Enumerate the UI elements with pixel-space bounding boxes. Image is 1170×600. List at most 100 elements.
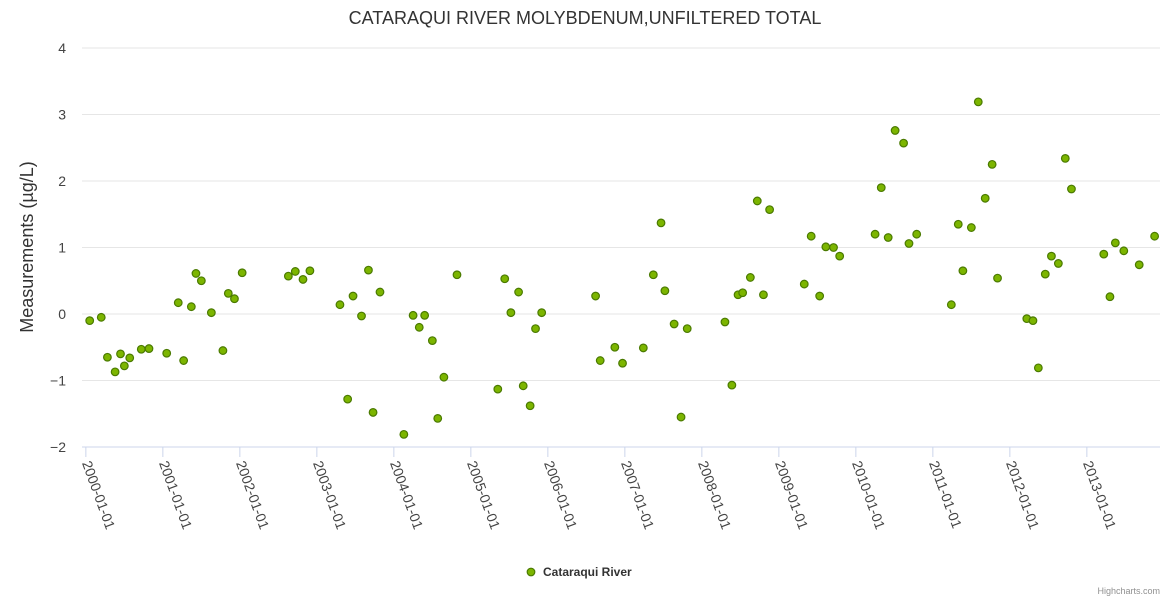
data-point[interactable] bbox=[408, 310, 418, 320]
data-point[interactable] bbox=[1067, 184, 1076, 194]
data-point[interactable] bbox=[433, 414, 443, 423]
data-point[interactable] bbox=[85, 316, 95, 326]
data-point[interactable] bbox=[357, 311, 366, 321]
data-point[interactable] bbox=[283, 271, 293, 281]
data-point[interactable] bbox=[452, 270, 462, 280]
data-point[interactable] bbox=[765, 205, 775, 214]
data-point[interactable] bbox=[1028, 316, 1038, 326]
data-point[interactable] bbox=[638, 343, 648, 353]
data-point[interactable] bbox=[348, 291, 358, 301]
data-point[interactable] bbox=[537, 308, 547, 318]
data-point[interactable] bbox=[179, 356, 189, 365]
data-point[interactable] bbox=[206, 308, 216, 318]
data-point[interactable] bbox=[591, 291, 600, 301]
data-point[interactable] bbox=[610, 342, 620, 352]
data-point[interactable] bbox=[1033, 363, 1043, 373]
data-point[interactable] bbox=[414, 322, 424, 332]
data-point[interactable] bbox=[829, 243, 838, 252]
data-point[interactable] bbox=[525, 401, 535, 411]
data-point[interactable] bbox=[676, 412, 686, 422]
data-point[interactable] bbox=[595, 356, 605, 365]
data-point[interactable] bbox=[218, 346, 228, 355]
data-point[interactable] bbox=[835, 251, 845, 261]
data-point[interactable] bbox=[103, 352, 112, 362]
data-point[interactable] bbox=[531, 324, 540, 334]
data-point[interactable] bbox=[1040, 269, 1050, 279]
data-point[interactable] bbox=[116, 349, 125, 359]
data-point[interactable] bbox=[727, 380, 737, 390]
data-point[interactable] bbox=[1110, 238, 1120, 248]
data-point[interactable] bbox=[368, 408, 378, 417]
legend-item-cataraqui-river[interactable]: Cataraqui River bbox=[543, 565, 632, 579]
data-point[interactable] bbox=[399, 429, 409, 439]
data-point[interactable] bbox=[618, 358, 627, 368]
data-point[interactable] bbox=[196, 276, 206, 286]
data-point[interactable] bbox=[1134, 260, 1144, 270]
data-point[interactable] bbox=[656, 218, 666, 228]
data-point[interactable] bbox=[420, 310, 430, 320]
data-point[interactable] bbox=[506, 308, 516, 318]
data-point[interactable] bbox=[946, 300, 956, 310]
credits-link[interactable]: Highcharts.com bbox=[1097, 586, 1160, 596]
data-point[interactable] bbox=[1105, 292, 1115, 302]
data-point[interactable] bbox=[799, 279, 809, 289]
data-point[interactable] bbox=[144, 344, 154, 353]
data-point[interactable] bbox=[752, 196, 762, 206]
data-point[interactable] bbox=[953, 219, 963, 229]
data-point[interactable] bbox=[973, 97, 983, 107]
data-point[interactable] bbox=[186, 302, 196, 312]
data-point[interactable] bbox=[298, 275, 308, 284]
data-point[interactable] bbox=[904, 239, 914, 248]
data-point[interactable] bbox=[966, 223, 976, 232]
data-point[interactable] bbox=[514, 287, 523, 297]
data-point[interactable] bbox=[237, 268, 247, 278]
data-point[interactable] bbox=[899, 138, 908, 148]
data-point[interactable] bbox=[958, 266, 968, 276]
data-point[interactable] bbox=[375, 287, 385, 297]
data-point[interactable] bbox=[119, 361, 129, 371]
data-point[interactable] bbox=[660, 286, 670, 296]
data-point[interactable] bbox=[883, 233, 893, 242]
data-point[interactable] bbox=[738, 288, 748, 298]
legend-marker[interactable] bbox=[526, 567, 536, 577]
data-point[interactable] bbox=[110, 367, 120, 377]
data-point[interactable] bbox=[518, 381, 528, 391]
data-point[interactable] bbox=[669, 319, 679, 329]
series-cataraqui-river[interactable] bbox=[85, 97, 1160, 439]
data-point[interactable] bbox=[759, 290, 768, 300]
data-point[interactable] bbox=[648, 270, 658, 280]
data-point[interactable] bbox=[493, 384, 503, 394]
data-point[interactable] bbox=[96, 312, 106, 322]
data-point[interactable] bbox=[1099, 249, 1109, 259]
data-point[interactable] bbox=[364, 265, 373, 275]
data-point[interactable] bbox=[870, 229, 880, 239]
data-point[interactable] bbox=[745, 273, 755, 282]
data-point[interactable] bbox=[335, 300, 345, 310]
data-point[interactable] bbox=[191, 269, 201, 278]
data-point[interactable] bbox=[230, 294, 239, 304]
data-point[interactable] bbox=[173, 298, 183, 308]
data-point[interactable] bbox=[1047, 251, 1056, 261]
data-point[interactable] bbox=[136, 344, 146, 354]
data-point[interactable] bbox=[162, 348, 172, 358]
data-point[interactable] bbox=[439, 372, 449, 382]
data-point[interactable] bbox=[125, 353, 135, 363]
data-point[interactable] bbox=[305, 266, 315, 276]
data-point[interactable] bbox=[993, 273, 1002, 283]
data-point[interactable] bbox=[1060, 153, 1070, 163]
data-point[interactable] bbox=[343, 394, 353, 404]
data-point[interactable] bbox=[1119, 246, 1129, 256]
data-point[interactable] bbox=[682, 324, 692, 334]
data-point[interactable] bbox=[1053, 259, 1063, 268]
data-point[interactable] bbox=[223, 288, 233, 298]
legend[interactable]: Cataraqui River bbox=[526, 565, 632, 579]
data-point[interactable] bbox=[500, 274, 510, 284]
data-point[interactable] bbox=[427, 336, 437, 346]
data-point[interactable] bbox=[876, 183, 886, 193]
data-point[interactable] bbox=[806, 231, 816, 241]
data-point[interactable] bbox=[815, 291, 825, 301]
data-point[interactable] bbox=[987, 159, 997, 169]
data-point[interactable] bbox=[890, 126, 900, 135]
data-point[interactable] bbox=[912, 229, 922, 239]
data-point[interactable] bbox=[290, 267, 300, 276]
